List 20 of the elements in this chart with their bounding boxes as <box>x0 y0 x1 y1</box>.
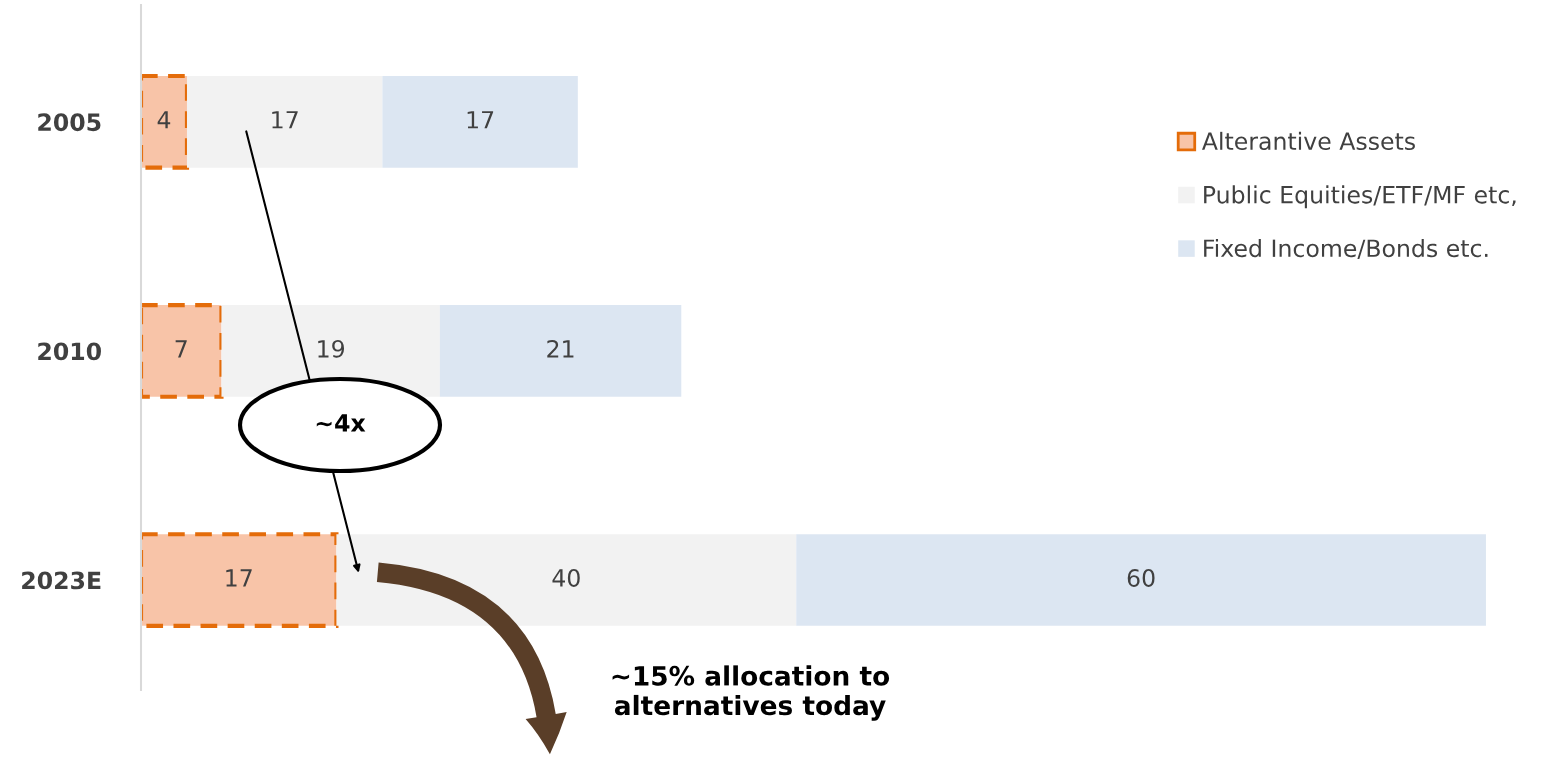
y-tick-label: 2010 <box>38 342 101 361</box>
data-label: 17 <box>467 111 494 129</box>
data-label: 4 <box>157 111 171 129</box>
legend-label: Public Equities/ETF/MF etc, <box>1204 185 1516 209</box>
annotation: ~4x <box>316 414 366 432</box>
bar <box>382 76 578 168</box>
y-tick-label: 2023E <box>22 571 101 590</box>
data-label: 60 <box>1127 569 1155 587</box>
data-label: 19 <box>318 339 345 358</box>
data-label: 17 <box>226 569 252 587</box>
data-label: 7 <box>175 340 187 358</box>
data-label: 17 <box>272 111 298 129</box>
legend-label: Alterantive Assets <box>1201 131 1415 151</box>
data-label: 40 <box>552 569 580 587</box>
legend-label: Fixed Income/Bonds etc. <box>1204 238 1488 260</box>
data-label: 21 <box>547 339 574 358</box>
bar <box>439 305 682 397</box>
y-tick-label: 2005 <box>38 113 101 132</box>
annotation: ~15% allocation to alternatives today <box>612 665 890 721</box>
bar <box>796 534 1486 626</box>
